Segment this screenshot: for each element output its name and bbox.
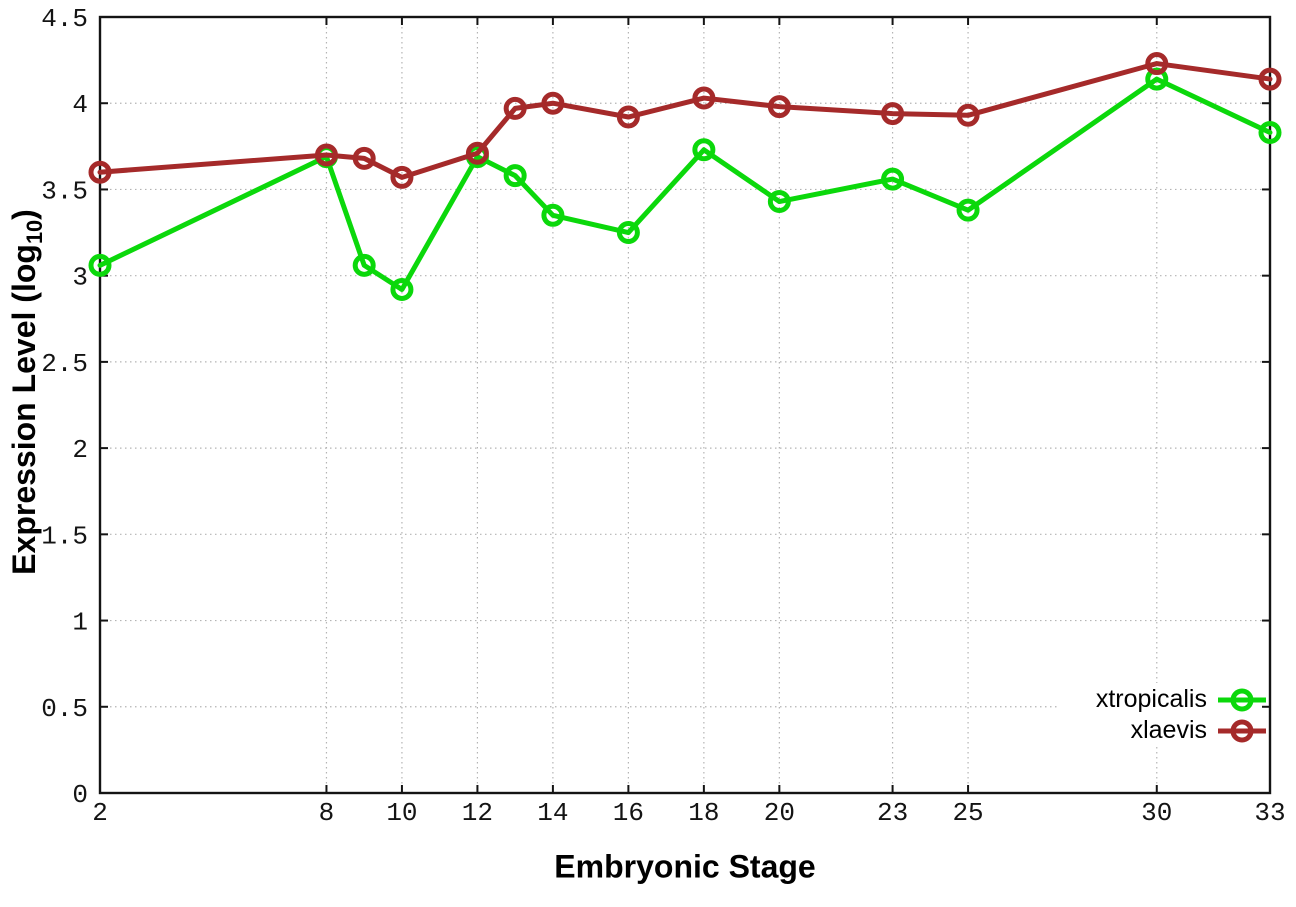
data-point-xtropicalis-stage-33 [1258, 121, 1282, 145]
y-tick-label: 4 [72, 90, 88, 120]
data-point-xtropicalis-stage-25 [956, 198, 980, 222]
data-point-xlaevis-stage-23 [881, 102, 905, 126]
data-point-xlaevis-stage-8 [314, 143, 338, 167]
data-point-xtropicalis-stage-10 [390, 277, 414, 301]
data-point-xtropicalis-stage-16 [616, 221, 640, 245]
y-tick-label: 0.5 [41, 694, 88, 724]
series-line-xtropicalis [97, 76, 1273, 292]
data-point-xlaevis-stage-14 [541, 91, 565, 115]
x-tick-label: 33 [1254, 798, 1285, 828]
legend: xtropicalis xlaevis [1096, 684, 1268, 746]
legend-row-xtropicalis: xtropicalis [1096, 684, 1268, 715]
y-tick-label: 3 [72, 263, 88, 293]
y-tick-label: 2 [72, 435, 88, 465]
y-tick-label: 3.5 [41, 176, 88, 206]
data-point-xtropicalis-stage-9 [352, 253, 376, 277]
y-tick-label: 2.5 [41, 349, 88, 379]
x-tick-label: 8 [319, 798, 335, 828]
legend-sample-xtropicalis-icon [1218, 688, 1266, 711]
data-point-xlaevis-stage-20 [767, 95, 791, 119]
x-tick-label: 18 [688, 798, 719, 828]
legend-label-xlaevis: xlaevis [1130, 716, 1207, 744]
x-tick-label: 14 [537, 798, 568, 828]
data-point-xtropicalis-stage-20 [767, 190, 791, 214]
x-tick-label: 30 [1141, 798, 1172, 828]
data-point-xlaevis-stage-10 [390, 165, 414, 189]
y-axis-title-text: Expression Level (log [5, 244, 42, 575]
data-point-xlaevis-stage-13 [503, 96, 527, 120]
x-tick-label: 25 [952, 798, 983, 828]
x-tick-label: 20 [764, 798, 795, 828]
data-point-xlaevis-stage-2 [88, 160, 112, 184]
data-point-xtropicalis-stage-23 [881, 167, 905, 191]
y-axis-title: Expression Level (log10) [6, 209, 48, 575]
legend-row-xlaevis: xlaevis [1096, 715, 1268, 746]
y-axis-title-close-paren: ) [5, 209, 42, 220]
legend-sample-xlaevis-icon [1218, 719, 1266, 742]
x-tick-label: 10 [386, 798, 417, 828]
data-point-xtropicalis-stage-18 [692, 138, 716, 162]
y-tick-label: 1.5 [41, 521, 88, 551]
data-point-xlaevis-stage-33 [1258, 67, 1282, 91]
x-axis-title: Embryonic Stage [554, 848, 816, 885]
data-point-xtropicalis-stage-13 [503, 164, 527, 188]
data-point-xlaevis-stage-9 [352, 146, 376, 170]
x-tick-label: 2 [92, 798, 108, 828]
data-point-xtropicalis-stage-14 [541, 203, 565, 227]
data-point-xlaevis-stage-25 [956, 103, 980, 127]
data-point-xtropicalis-stage-2 [88, 253, 112, 277]
plot-border [98, 15, 1272, 795]
y-tick-label: 4.5 [41, 4, 88, 34]
data-point-xlaevis-stage-12 [465, 141, 489, 165]
y-tick-label: 1 [72, 608, 88, 638]
data-point-xlaevis-stage-18 [692, 86, 716, 110]
data-point-xlaevis-stage-16 [616, 105, 640, 129]
x-tick-label: 23 [877, 798, 908, 828]
legend-label-xtropicalis: xtropicalis [1095, 685, 1207, 713]
y-axis-title-subscript: 10 [22, 219, 48, 245]
data-point-xlaevis-stage-30 [1145, 52, 1169, 76]
y-tick-label: 0 [72, 780, 88, 810]
x-tick-label: 12 [462, 798, 493, 828]
x-tick-label: 16 [613, 798, 644, 828]
